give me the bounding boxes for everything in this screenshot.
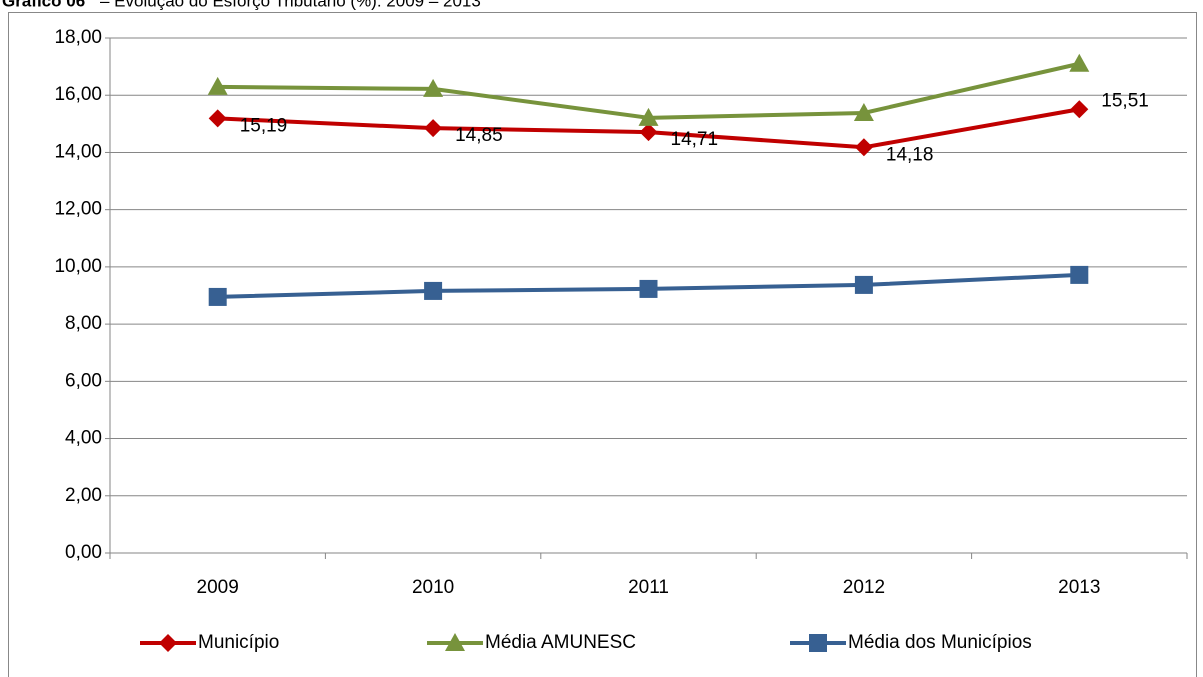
y-tick-label: 4,00	[65, 428, 102, 449]
point-marker	[424, 281, 443, 300]
x-tick-label: 2013	[1058, 577, 1100, 598]
data-label: 15,51	[1101, 90, 1149, 111]
y-tick-label: 10,00	[54, 256, 102, 277]
chart-title-label: Gráfico 06	[2, 0, 85, 10]
point-marker	[639, 279, 658, 298]
y-tick-label: 8,00	[65, 313, 102, 334]
legend-label: Município	[198, 632, 279, 653]
y-tick-label: 16,00	[54, 84, 102, 105]
data-label: 15,19	[240, 115, 288, 136]
point-marker	[854, 138, 873, 157]
point-marker	[638, 107, 659, 126]
legend-marker	[445, 633, 465, 651]
point-marker	[853, 102, 874, 121]
y-tick-label: 18,00	[54, 27, 102, 48]
y-tick-label: 0,00	[65, 542, 102, 563]
data-label: 14,18	[886, 144, 934, 165]
legend-marker	[159, 634, 177, 652]
legend-marker	[809, 634, 827, 652]
data-label: 14,71	[671, 129, 719, 150]
x-tick-label: 2011	[628, 577, 669, 598]
point-marker	[208, 287, 227, 306]
point-marker	[1069, 53, 1090, 72]
point-marker	[207, 76, 228, 95]
point-marker	[854, 275, 873, 294]
chart-title: – Evolução do Esforço Tributário (%): 20…	[100, 0, 481, 10]
x-tick-label: 2009	[197, 577, 239, 598]
point-marker	[639, 123, 658, 142]
x-tick-label: 2012	[843, 577, 885, 598]
legend-label: Média AMUNESC	[485, 632, 636, 653]
point-marker	[1070, 265, 1089, 284]
y-tick-label: 12,00	[54, 199, 102, 220]
x-tick-label: 2010	[412, 577, 454, 598]
y-tick-label: 6,00	[65, 370, 102, 391]
point-marker	[1070, 100, 1089, 119]
y-tick-label: 14,00	[54, 141, 102, 162]
y-tick-label: 2,00	[65, 485, 102, 506]
point-marker	[208, 109, 227, 128]
data-label: 14,85	[455, 125, 503, 146]
point-marker	[424, 119, 443, 138]
point-marker	[423, 78, 444, 97]
legend-label: Média dos Municípios	[848, 632, 1032, 653]
